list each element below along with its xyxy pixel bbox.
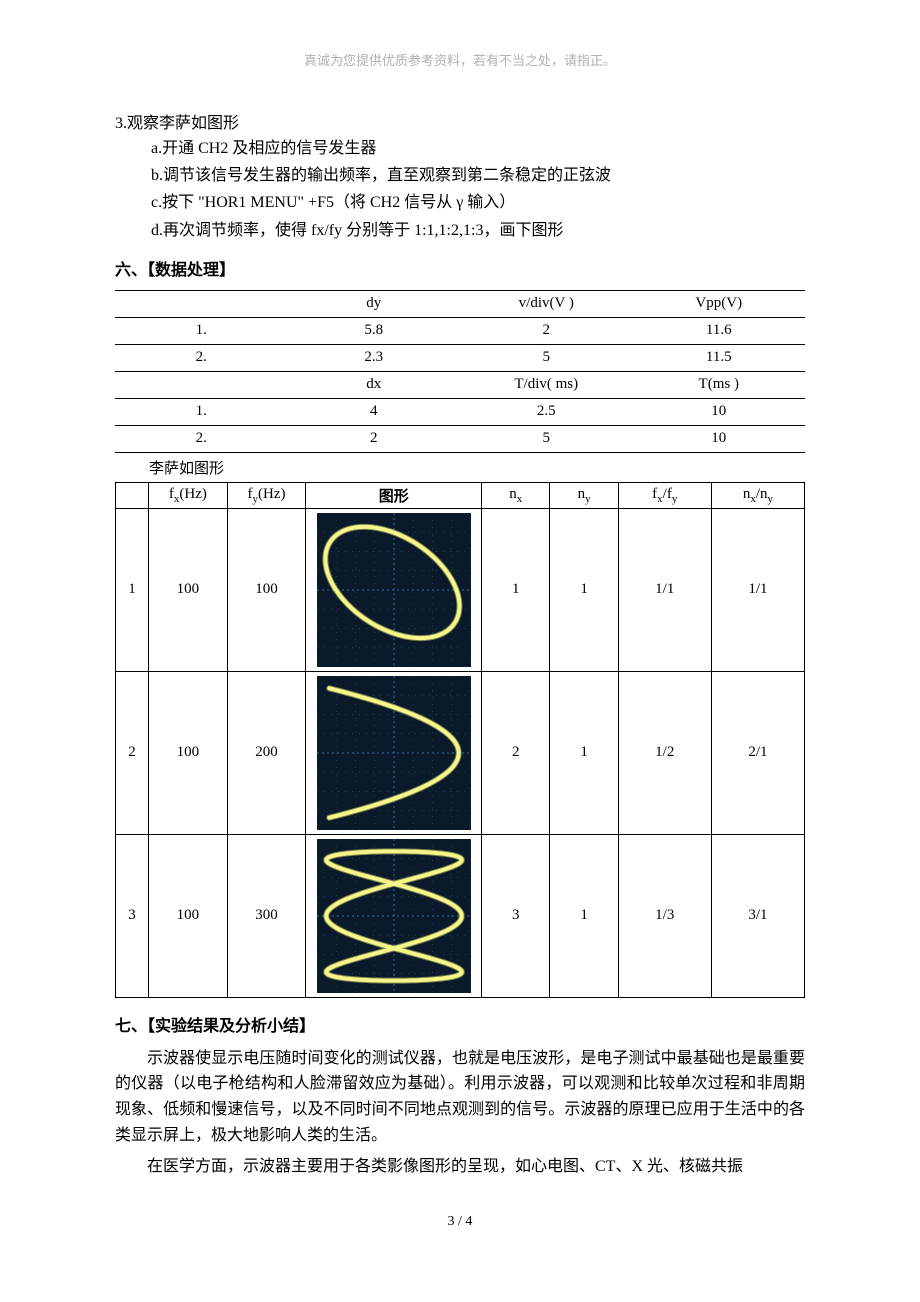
cell-idx: 3 bbox=[116, 834, 149, 997]
cell-fy: 100 bbox=[227, 508, 306, 671]
header-note: 真诚为您提供优质参考资料，若有不当之处，请指正。 bbox=[115, 50, 805, 69]
header-cell-figure: 图形 bbox=[306, 482, 482, 508]
table-row: dx T/div( ms) T(ms ) bbox=[115, 371, 805, 398]
lissajous-scope-icon bbox=[317, 676, 471, 830]
table-row: 2. 2.3 5 11.5 bbox=[115, 344, 805, 371]
cell: 4 bbox=[288, 398, 461, 425]
lissajous-scope-icon bbox=[317, 513, 471, 667]
section3-title: 3.观察李萨如图形 bbox=[115, 109, 805, 133]
table-row: 3 100 300 3 1 1/3 3/1 bbox=[116, 834, 805, 997]
table-header-row: fx(Hz) fy(Hz) 图形 nx ny fx/fy nx/ny bbox=[116, 482, 805, 508]
cell-ny: 1 bbox=[550, 834, 618, 997]
table-row: dy v/div(V ) Vpp(V) bbox=[115, 290, 805, 317]
cell: 2. bbox=[115, 425, 288, 452]
header-cell-nxny: nx/ny bbox=[711, 482, 804, 508]
cell: 11.6 bbox=[633, 317, 806, 344]
header-cell-ny: ny bbox=[550, 482, 618, 508]
table-row: 1. 4 2.5 10 bbox=[115, 398, 805, 425]
header-cell-fx: fx(Hz) bbox=[149, 482, 228, 508]
cell: dy bbox=[288, 290, 461, 317]
cell-idx: 1 bbox=[116, 508, 149, 671]
cell: 2. bbox=[115, 344, 288, 371]
paragraph-2: 在医学方面，示波器主要用于各类影像图形的呈现，如心电图、CT、X 光、核磁共振 bbox=[115, 1154, 805, 1180]
cell: 10 bbox=[633, 398, 806, 425]
cell: 2 bbox=[460, 317, 633, 344]
cell-figure bbox=[306, 508, 482, 671]
cell: 2 bbox=[288, 425, 461, 452]
lissajous-caption: 李萨如图形 bbox=[149, 457, 805, 478]
cell-nx: 3 bbox=[482, 834, 550, 997]
cell: 10 bbox=[633, 425, 806, 452]
header-cell-nx: nx bbox=[482, 482, 550, 508]
cell: dx bbox=[288, 371, 461, 398]
cell-fx: 100 bbox=[149, 834, 228, 997]
section3-item-c: c.按下 "HOR1 MENU" +F5（将 CH2 信号从 γ 输入） bbox=[151, 191, 805, 214]
cell: v/div(V ) bbox=[460, 290, 633, 317]
cell: 2.3 bbox=[288, 344, 461, 371]
cell-idx: 2 bbox=[116, 671, 149, 834]
section6-heading: 六、【数据处理】 bbox=[115, 256, 805, 280]
cell-nx: 1 bbox=[482, 508, 550, 671]
lissajous-table: fx(Hz) fy(Hz) 图形 nx ny fx/fy nx/ny 1 100… bbox=[115, 482, 805, 998]
section3-item-d: d.再次调节频率，使得 fx/fy 分别等于 1:1,1:2,1:3，画下图形 bbox=[151, 219, 805, 242]
paragraph-1: 示波器使显示电压随时间变化的测试仪器，也就是电压波形，是电子测试中最基础也是最重… bbox=[115, 1046, 805, 1148]
cell: 1. bbox=[115, 317, 288, 344]
cell-ny: 1 bbox=[550, 508, 618, 671]
table-row: 1 100 100 1 1 1/1 1/1 bbox=[116, 508, 805, 671]
cell-ny: 1 bbox=[550, 671, 618, 834]
cell-fx: 100 bbox=[149, 508, 228, 671]
cell-fxfy: 1/1 bbox=[618, 508, 711, 671]
cell-nxny: 3/1 bbox=[711, 834, 804, 997]
cell-fxfy: 1/2 bbox=[618, 671, 711, 834]
table-row: 2 100 200 2 1 1/2 2/1 bbox=[116, 671, 805, 834]
cell: 5 bbox=[460, 425, 633, 452]
table-row: 1. 5.8 2 11.6 bbox=[115, 317, 805, 344]
header-cell bbox=[116, 482, 149, 508]
cell-fxfy: 1/3 bbox=[618, 834, 711, 997]
header-cell-fy: fy(Hz) bbox=[227, 482, 306, 508]
cell-fy: 300 bbox=[227, 834, 306, 997]
lissajous-scope-icon bbox=[317, 839, 471, 993]
cell: 2.5 bbox=[460, 398, 633, 425]
cell-nx: 2 bbox=[482, 671, 550, 834]
cell-fx: 100 bbox=[149, 671, 228, 834]
cell: 11.5 bbox=[633, 344, 806, 371]
cell-figure bbox=[306, 671, 482, 834]
cell bbox=[115, 290, 288, 317]
cell: 1. bbox=[115, 398, 288, 425]
section3-item-b: b.调节该信号发生器的输出频率，直至观察到第二条稳定的正弦波 bbox=[151, 164, 805, 187]
section3-item-a: a.开通 CH2 及相应的信号发生器 bbox=[151, 137, 805, 160]
cell: T(ms ) bbox=[633, 371, 806, 398]
cell-fy: 200 bbox=[227, 671, 306, 834]
section7-heading: 七、【实验结果及分析小结】 bbox=[115, 1012, 805, 1036]
cell-nxny: 2/1 bbox=[711, 671, 804, 834]
table-row: 2. 2 5 10 bbox=[115, 425, 805, 452]
cell bbox=[115, 371, 288, 398]
page-footer: 3 / 4 bbox=[115, 1214, 805, 1230]
cell: Vpp(V) bbox=[633, 290, 806, 317]
data-table-1: dy v/div(V ) Vpp(V) 1. 5.8 2 11.6 2. 2.3… bbox=[115, 290, 805, 453]
cell: T/div( ms) bbox=[460, 371, 633, 398]
cell-nxny: 1/1 bbox=[711, 508, 804, 671]
header-cell-fxfy: fx/fy bbox=[618, 482, 711, 508]
cell: 5.8 bbox=[288, 317, 461, 344]
cell-figure bbox=[306, 834, 482, 997]
cell: 5 bbox=[460, 344, 633, 371]
